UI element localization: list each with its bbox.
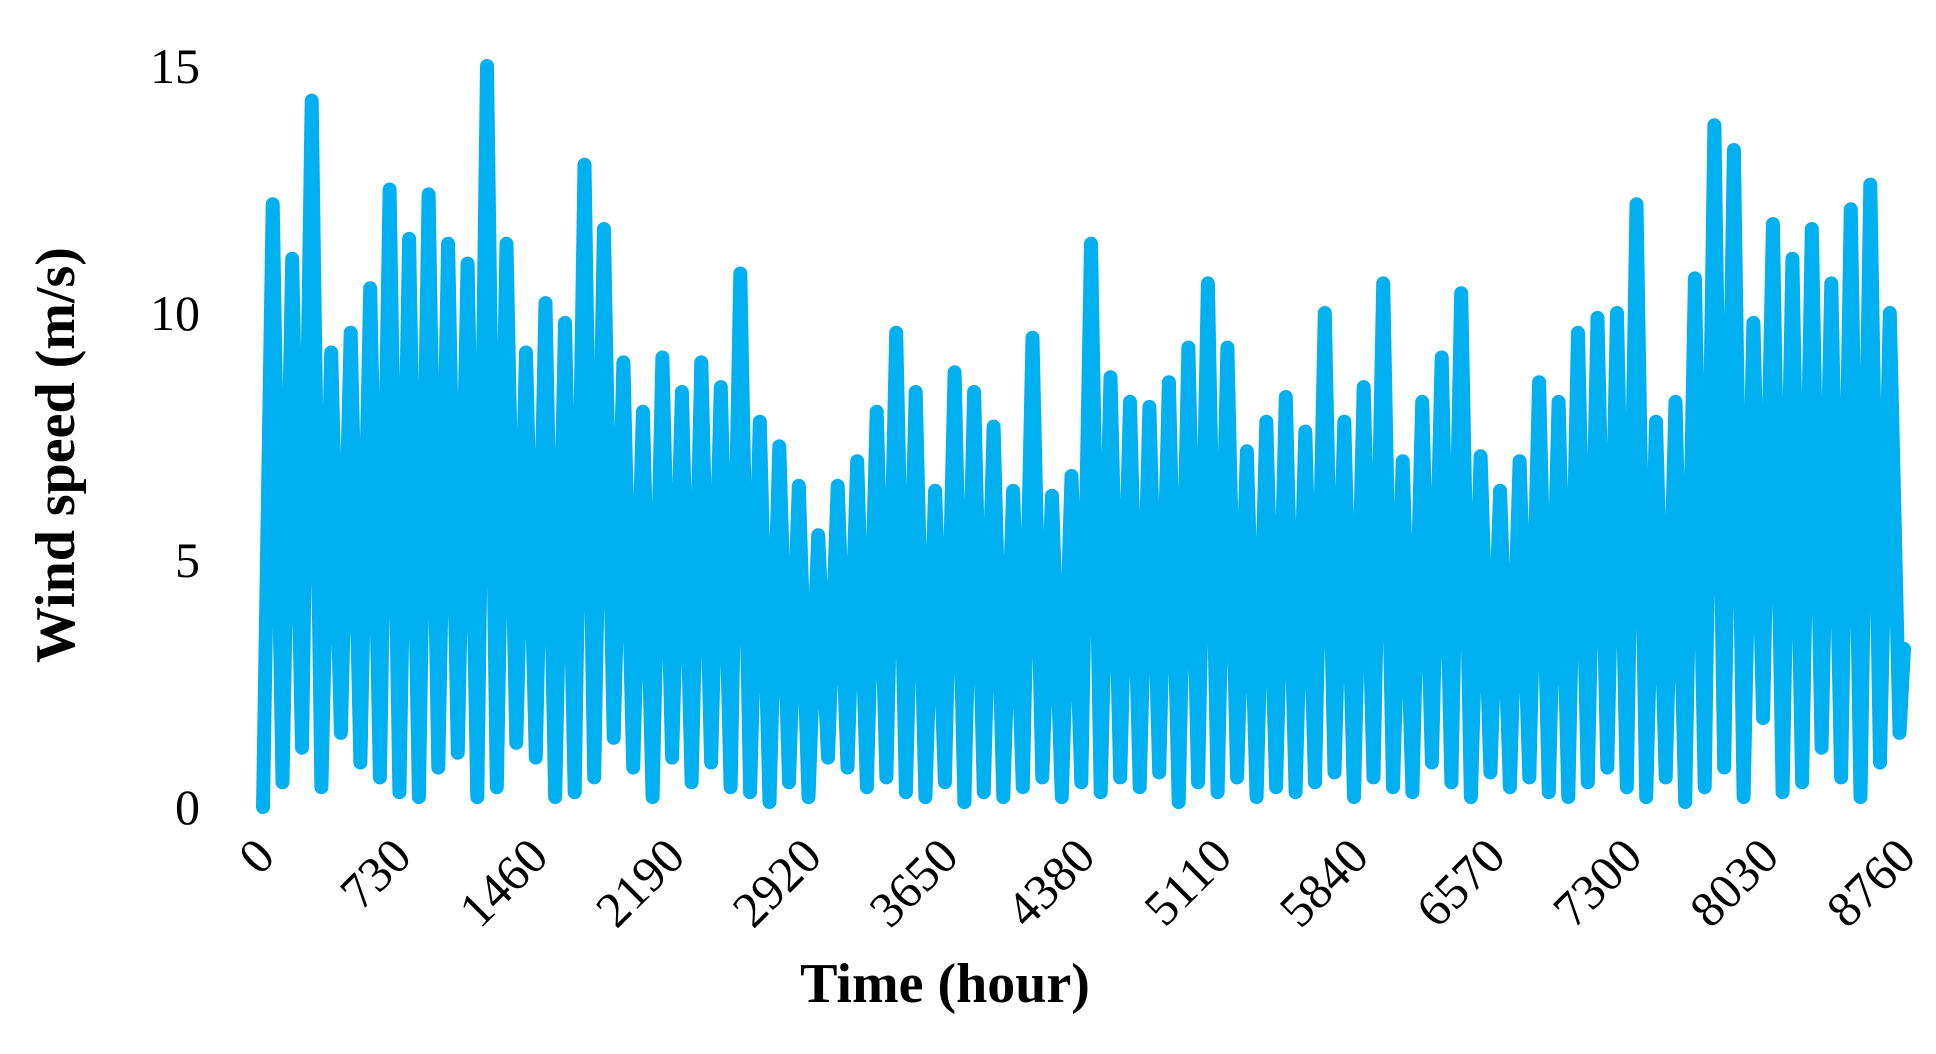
wind-speed-line: [256, 59, 1911, 814]
y-tick-label: 10: [150, 285, 200, 341]
y-tick-label: 5: [175, 532, 200, 588]
x-tick-label: 730: [329, 827, 422, 920]
x-tick-label: 8030: [1679, 827, 1789, 937]
y-axis-title: Wind speed (m/s): [25, 247, 87, 663]
x-axis-title: Time (hour): [800, 953, 1090, 1015]
x-tick-label: 0: [228, 827, 285, 884]
x-tick-label: 5840: [1268, 827, 1378, 937]
y-tick-label: 15: [150, 38, 200, 94]
x-tick-label: 7300: [1542, 827, 1652, 937]
plot-area: [256, 59, 1911, 814]
y-tick-label: 0: [175, 779, 200, 835]
x-tick-label: 3650: [858, 827, 968, 937]
x-tick-label: 2920: [721, 827, 831, 937]
x-tick-label: 8760: [1815, 827, 1925, 937]
x-tick-label: 5110: [1133, 827, 1242, 936]
x-tick-label: 2190: [585, 827, 695, 937]
x-tick-label: 4380: [995, 827, 1105, 937]
x-tick-label: 6570: [1405, 827, 1515, 937]
x-tick-label: 1460: [448, 827, 558, 937]
